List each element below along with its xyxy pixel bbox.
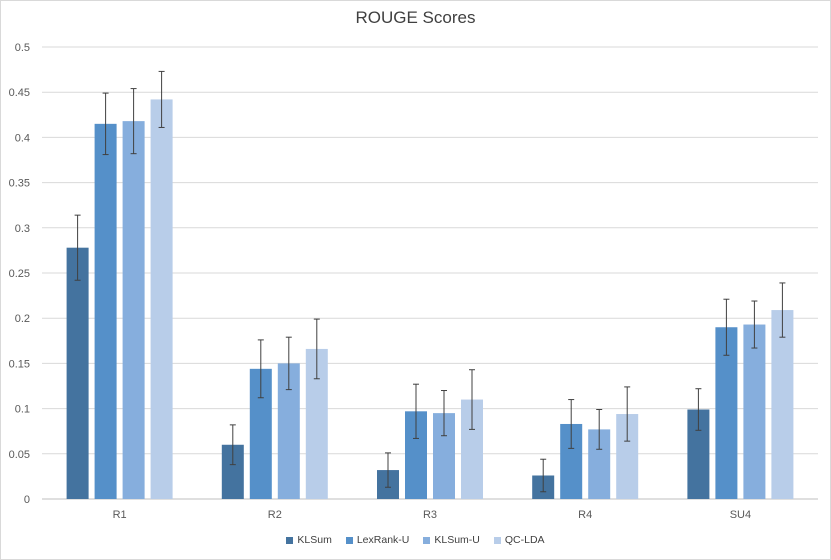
bar xyxy=(94,123,117,499)
bar xyxy=(122,121,145,500)
y-tick-label: 0.35 xyxy=(9,178,30,190)
y-tick-label: 0.45 xyxy=(9,87,30,99)
legend-label: KLSum xyxy=(297,534,332,546)
y-tick-label: 0.5 xyxy=(15,42,30,54)
bar xyxy=(150,99,173,499)
y-tick-label: 0.25 xyxy=(9,268,30,280)
x-tick-label: R1 xyxy=(113,509,127,521)
legend-label: QC-LDA xyxy=(504,534,545,546)
chart-plot: 0 0.05 0.1 0.15 0.2 0.25 0.3 0.35 0.4 0.45 0.5 R1 R2… xyxy=(9,42,818,521)
y-tick-label: 0.15 xyxy=(9,358,30,370)
chart-title: ROUGE Scores xyxy=(355,8,476,27)
chart-legend: KLSum LexRank-U KLSum-U QC-LDA xyxy=(0,534,831,546)
y-tick-label: 0.05 xyxy=(9,449,30,461)
bar xyxy=(405,411,427,499)
legend-swatch xyxy=(286,536,294,544)
x-tick-label: R2 xyxy=(268,509,282,521)
y-tick-label: 0.4 xyxy=(15,132,30,144)
bar xyxy=(221,444,244,499)
x-tick-label: SU4 xyxy=(730,509,751,521)
y-tick-label: 0.2 xyxy=(15,313,30,325)
legend-item: QC-LDA xyxy=(493,534,545,546)
y-tick-label: 0.3 xyxy=(15,223,30,235)
bar xyxy=(687,409,710,499)
bar xyxy=(616,414,639,499)
bar xyxy=(560,423,583,499)
bar xyxy=(715,327,738,499)
y-tick-label: 0 xyxy=(24,494,30,506)
bar xyxy=(433,413,455,499)
bar xyxy=(588,429,611,499)
bar xyxy=(66,247,89,499)
bar xyxy=(249,368,272,499)
legend-label: KLSum-U xyxy=(434,534,480,546)
bar xyxy=(305,348,328,499)
legend-item: KLSum-U xyxy=(423,534,480,546)
x-tick-label: R4 xyxy=(578,509,592,521)
bar xyxy=(743,324,766,499)
legend-swatch xyxy=(345,536,353,544)
bar xyxy=(277,363,300,499)
bar xyxy=(461,399,483,499)
bar xyxy=(771,310,794,499)
x-tick-label: R3 xyxy=(423,509,437,521)
legend-swatch xyxy=(493,536,501,544)
legend-item: LexRank-U xyxy=(345,534,410,546)
legend-label: LexRank-U xyxy=(356,534,410,546)
legend-item: KLSum xyxy=(286,534,332,546)
legend-swatch xyxy=(423,536,431,544)
y-tick-label: 0.1 xyxy=(15,404,30,416)
